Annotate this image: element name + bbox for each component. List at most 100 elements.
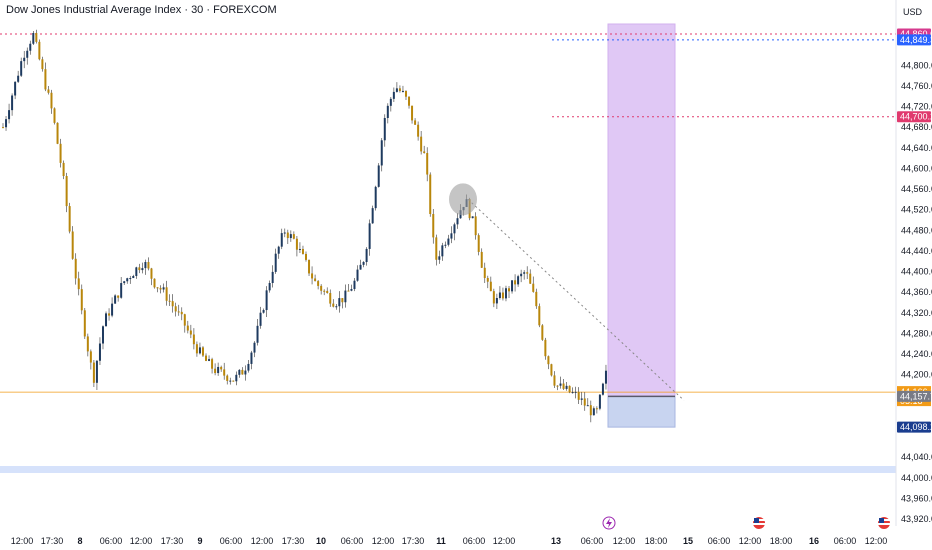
candle-body — [295, 238, 298, 250]
candle-body — [541, 325, 544, 340]
us-flag-icon[interactable] — [753, 517, 765, 529]
candle-body — [214, 368, 217, 374]
candle-body — [35, 32, 38, 42]
candle-body — [441, 245, 444, 257]
currency-label[interactable]: USD — [903, 7, 923, 17]
candle-body — [508, 288, 511, 292]
time-tick-label: 17:30 — [161, 536, 184, 546]
candle-body — [217, 366, 220, 374]
candle-body — [144, 262, 147, 269]
candle-body — [492, 291, 495, 304]
candle-body — [398, 88, 401, 92]
candle-body — [383, 117, 386, 141]
time-axis[interactable]: 12:00 17:30 8 06:00 12:00 17:30 9 06:00 12:00 17:… — [11, 536, 888, 546]
candle-body — [44, 69, 47, 90]
candle-body — [126, 278, 129, 282]
candle-body — [186, 325, 189, 331]
price-tick-label: 43,920.0 — [901, 514, 932, 524]
candle-body — [50, 92, 53, 109]
candle-body — [47, 89, 50, 93]
candle-body — [198, 347, 201, 354]
time-tick-label: 06:00 — [220, 536, 243, 546]
candle-body — [589, 405, 592, 416]
candle-body — [8, 110, 11, 120]
candle-body — [41, 59, 44, 70]
price-tick-label: 44,760.0 — [901, 81, 932, 91]
candle-body — [601, 383, 604, 395]
candle-body — [520, 273, 523, 277]
time-tick-label: 17:30 — [41, 536, 64, 546]
stop-zone[interactable] — [607, 395, 676, 428]
candle-body — [368, 223, 371, 249]
candle-body — [153, 278, 156, 288]
candle-body — [344, 290, 347, 303]
candle-body — [280, 233, 283, 247]
candle-body — [332, 303, 335, 307]
time-tick-label: 12:00 — [613, 536, 636, 546]
candle-body — [14, 81, 17, 96]
chart-title: Dow Jones Industrial Average Index · 30 … — [6, 4, 277, 16]
candle-body — [141, 268, 144, 271]
candle-body — [20, 61, 23, 76]
grey-price-badge: 44,157.7 — [900, 391, 932, 401]
time-tick-label: 06:00 — [581, 536, 604, 546]
target-zone[interactable] — [607, 23, 676, 397]
trendline[interactable] — [467, 198, 685, 401]
candle-body — [432, 213, 435, 238]
candle-body — [314, 278, 317, 282]
candle-body — [501, 292, 504, 299]
grey-price-badge-bg — [897, 390, 931, 402]
candle-body — [486, 277, 489, 282]
candle-body — [532, 283, 535, 292]
candle-body — [356, 269, 359, 281]
candle-body — [523, 272, 526, 274]
us-flag-icon[interactable] — [878, 517, 890, 529]
candle-body — [426, 152, 429, 175]
candle-body — [504, 288, 507, 299]
candle-body — [205, 355, 208, 361]
candle-body — [235, 374, 238, 382]
candle-body — [159, 287, 162, 290]
time-tick-label: 12:00 — [372, 536, 395, 546]
candle-body — [477, 235, 480, 252]
candle-body — [435, 237, 438, 260]
candle-body — [298, 248, 301, 250]
lightning-icon[interactable] — [602, 516, 616, 530]
candle-body — [168, 300, 171, 302]
time-tick-label: 12:00 — [739, 536, 762, 546]
navy-price-badge-bg — [897, 421, 931, 433]
candle-body — [156, 287, 159, 289]
candle-body — [338, 298, 341, 307]
candle-body — [389, 98, 392, 106]
candle-body — [380, 140, 383, 166]
price-tick-label: 44,440.0 — [901, 246, 932, 256]
candle-body — [568, 385, 571, 393]
time-tick-label: 17:30 — [402, 536, 425, 546]
candle-body — [550, 364, 553, 376]
candle-body — [114, 295, 117, 304]
candle-body — [574, 391, 577, 393]
highlight-circle[interactable] — [449, 183, 477, 216]
candle-body — [17, 75, 20, 82]
time-tick-label: 8 — [77, 536, 82, 546]
price-axis[interactable]: 44,800.0 44,760.0 44,720.0 44,680.0 44,640.0… — [901, 60, 932, 524]
candle-body — [129, 278, 132, 280]
candle-body — [471, 216, 474, 219]
candle-body — [150, 268, 153, 279]
candle-body — [123, 281, 126, 284]
candle-body — [514, 280, 517, 285]
price-levels — [0, 33, 896, 118]
candle-body — [453, 224, 456, 234]
candle-body — [311, 273, 314, 279]
candle-body — [23, 57, 26, 62]
candle-body — [498, 292, 501, 299]
level-badge-bg — [897, 34, 931, 46]
candle-body — [247, 363, 250, 371]
candle-body — [565, 385, 568, 389]
candle-body — [229, 380, 232, 382]
level-badge: 44,700.2 — [900, 112, 932, 122]
candle-body — [544, 339, 547, 357]
price-tick-label: 44,400.0 — [901, 267, 932, 277]
candle-body — [420, 136, 423, 152]
